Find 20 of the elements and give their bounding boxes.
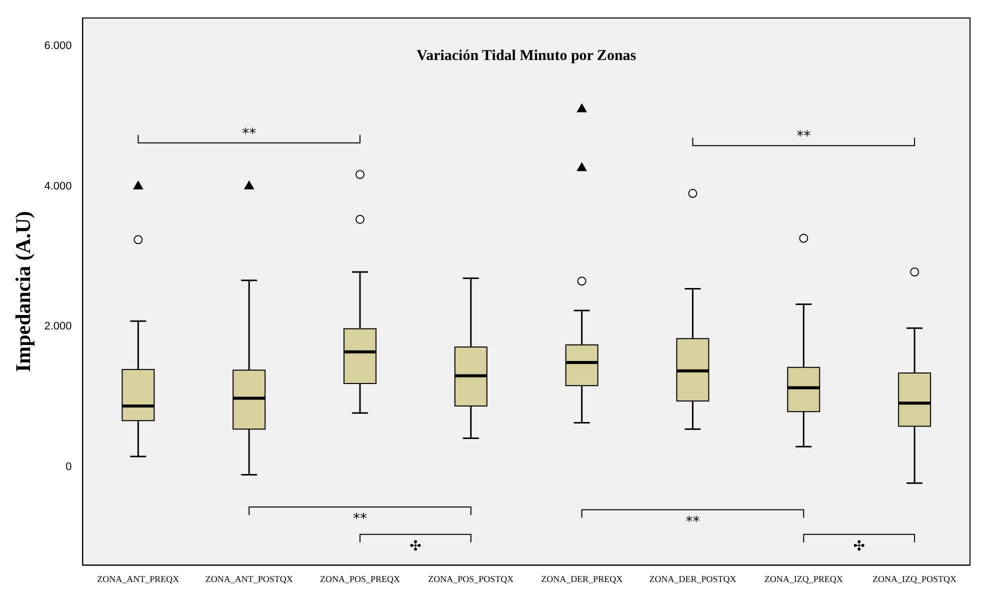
y-tick-label: 6.000 — [44, 40, 72, 52]
x-tick-label: ZONA_IZQ_PREQX — [764, 574, 844, 584]
y-tick-label: 0 — [66, 461, 72, 474]
x-tick-label: ZONA_DER_PREQX — [541, 574, 624, 584]
annotation: ** — [796, 128, 811, 145]
x-tick-label: ZONA_ANT_PREQX — [97, 574, 180, 584]
annotation: ** — [686, 514, 700, 530]
annotation: ** — [353, 510, 367, 527]
x-tick-label: ZONA_POS_PREQX — [320, 574, 401, 584]
x-tick-label: ZONA_POS_POSTQX — [428, 574, 514, 584]
x-tick-label: ZONA_DER_POSTQX — [649, 574, 737, 584]
x-tick-label: ZONA_ANT_POSTQX — [205, 574, 294, 584]
y-tick-label: 2.000 — [44, 320, 72, 333]
x-tick-label: ZONA_IZQ_POSTQX — [872, 574, 958, 584]
annotation: ** — [242, 126, 256, 142]
annotation: ✣ — [853, 538, 866, 554]
text: Variación Tidal Minuto por Zonas — [416, 48, 636, 64]
y-axis-title: Impedancia (A.U) — [11, 211, 36, 372]
annotation: ✣ — [410, 538, 422, 554]
y-tick-label: 4.000 — [44, 180, 72, 192]
